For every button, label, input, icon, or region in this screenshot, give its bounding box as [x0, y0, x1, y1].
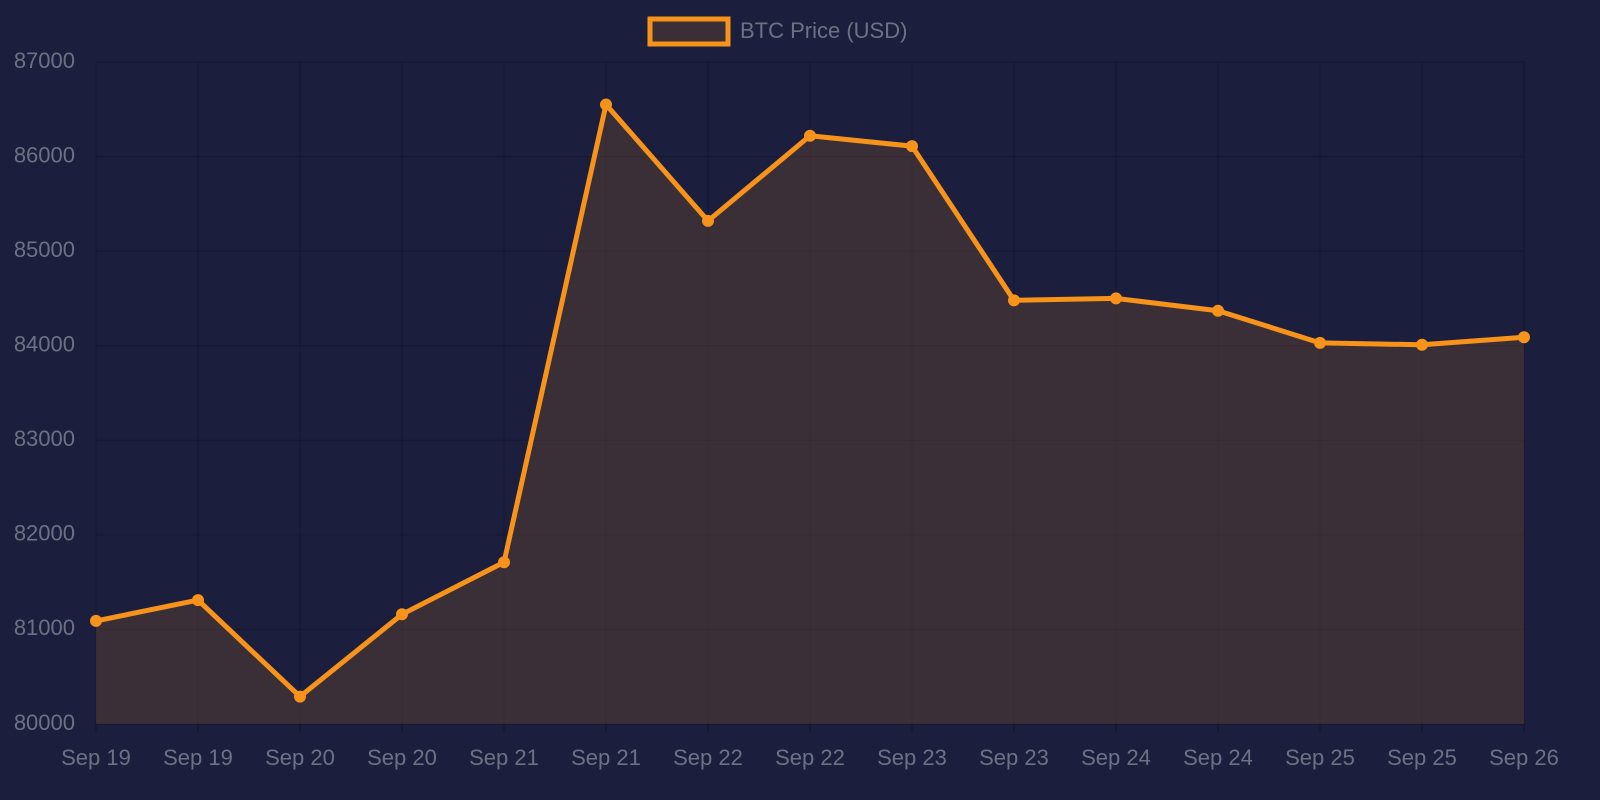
y-tick-label: 82000 [14, 521, 75, 546]
point [1416, 338, 1428, 351]
x-tick-label: Sep 22 [775, 745, 845, 770]
y-tick-label: 81000 [14, 615, 75, 640]
x-tick-label: Sep 22 [673, 745, 743, 770]
area [96, 104, 1524, 725]
point [1314, 336, 1326, 349]
x-tick-label: Sep 21 [571, 745, 641, 770]
point [498, 556, 510, 569]
point [396, 608, 408, 621]
y-tick-label: 83000 [14, 426, 75, 451]
x-tick-label: Sep 24 [1183, 745, 1253, 770]
point [192, 594, 204, 607]
x-tick-label: Sep 23 [877, 745, 947, 770]
x-tick-label: Sep 20 [367, 745, 437, 770]
y-tick-label: 84000 [14, 332, 75, 357]
point [1110, 292, 1122, 305]
x-tick-label: Sep 24 [1081, 745, 1151, 770]
point [702, 214, 714, 227]
y-tick-label: 80000 [14, 710, 75, 735]
x-tick-label: Sep 19 [163, 745, 233, 770]
point [804, 129, 816, 142]
x-tick-label: Sep 19 [61, 745, 131, 770]
x-tick-label: Sep 23 [979, 745, 1049, 770]
x-tick-label: Sep 20 [265, 745, 335, 770]
point [600, 98, 612, 111]
point [1518, 331, 1530, 344]
y-tick-label: 85000 [14, 237, 75, 262]
legend-label: BTC Price (USD) [740, 18, 907, 43]
y-tick-label: 86000 [14, 142, 75, 167]
y-tick-label: 87000 [14, 48, 75, 73]
point [90, 614, 102, 627]
point [1008, 294, 1020, 307]
point [1212, 304, 1224, 317]
x-tick-label: Sep 25 [1285, 745, 1355, 770]
x-tick-label: Sep 25 [1387, 745, 1457, 770]
x-tick-label: Sep 26 [1489, 745, 1559, 770]
x-tick-label: Sep 21 [469, 745, 539, 770]
point [294, 690, 306, 703]
legend-swatch [647, 16, 731, 47]
point [906, 140, 918, 153]
